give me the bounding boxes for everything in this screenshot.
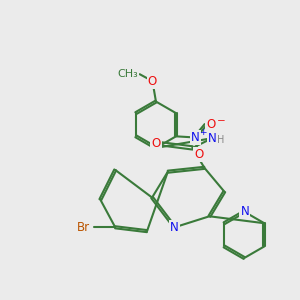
- Text: +: +: [199, 128, 206, 137]
- Text: N: N: [240, 205, 249, 218]
- Text: CH₃: CH₃: [118, 69, 138, 79]
- Text: Br: Br: [77, 221, 90, 234]
- Text: N: N: [207, 132, 216, 145]
- Text: −: −: [217, 116, 225, 126]
- Text: O: O: [151, 137, 160, 150]
- Text: N: N: [191, 131, 200, 144]
- Text: O: O: [194, 148, 203, 161]
- Text: O: O: [206, 118, 215, 131]
- Text: N: N: [170, 221, 179, 234]
- Text: H: H: [217, 135, 224, 145]
- Text: O: O: [148, 75, 157, 88]
